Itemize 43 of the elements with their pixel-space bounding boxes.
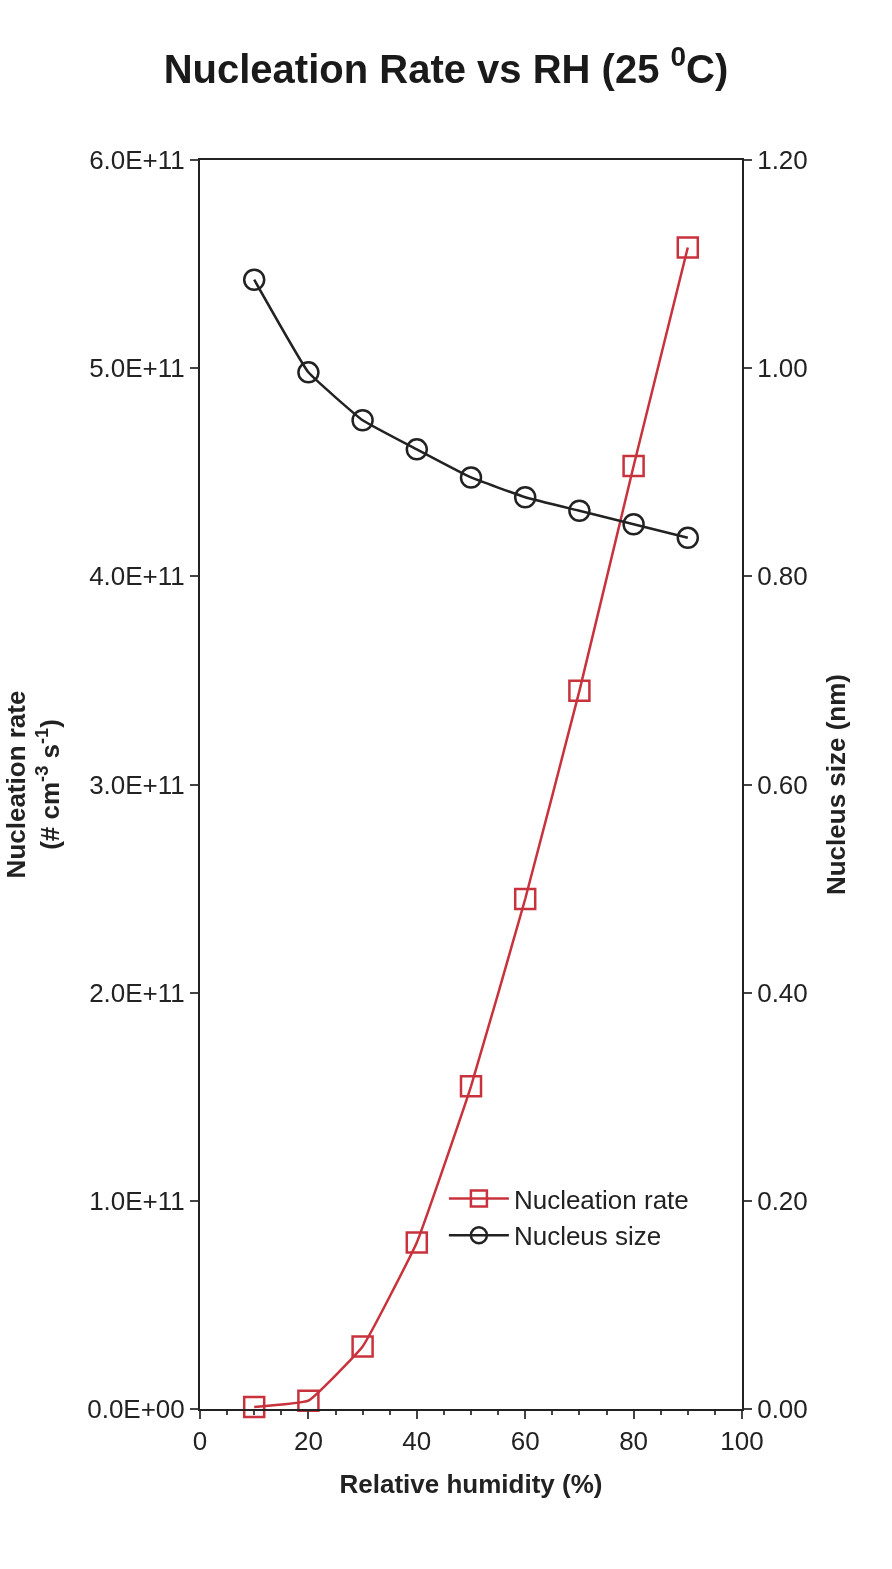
point	[351, 408, 374, 432]
point	[568, 679, 591, 703]
point	[513, 485, 537, 509]
x-tick-label: 40	[402, 1426, 432, 1457]
y-tick-label: 3.0E+11	[89, 769, 185, 800]
y2-tick-label: 0.60	[757, 769, 808, 800]
y2-axis-title: Nucleus size (nm)	[821, 673, 852, 896]
y-tick-label: 6.0E+11	[89, 145, 185, 176]
y2-tick-label: 0.00	[757, 1394, 808, 1425]
point	[676, 526, 700, 550]
point	[459, 466, 483, 489]
x-tick-label: 60	[510, 1426, 540, 1457]
point	[242, 268, 266, 291]
x-axis-title: Relative humidity (%)	[339, 1469, 603, 1500]
point	[513, 887, 537, 911]
point	[405, 1231, 429, 1254]
point	[568, 499, 591, 522]
y-tick-label: 4.0E+11	[89, 561, 185, 592]
point	[297, 1389, 320, 1412]
y-tick-label: 0.0E+00	[87, 1394, 185, 1425]
point	[622, 513, 645, 536]
x-tick-label: 80	[619, 1426, 649, 1457]
point	[459, 1075, 483, 1098]
legend-label: Nucleus size	[513, 1221, 662, 1252]
point	[676, 236, 700, 259]
y2-tick-label: 0.20	[757, 1185, 808, 1216]
x-tick-label: 20	[293, 1426, 323, 1457]
y-tick-label: 5.0E+11	[89, 353, 185, 384]
point	[297, 361, 320, 384]
chart-title: Nucleation Rate vs RH (25 $^{0}$C)	[163, 41, 729, 91]
y2-tick-label: 1.00	[757, 353, 808, 384]
point	[405, 438, 429, 461]
legend-label: Nucleation rate	[513, 1184, 689, 1215]
x-tick-label: 100	[720, 1426, 764, 1457]
point	[622, 454, 645, 478]
y-tick-label: 1.0E+11	[89, 1185, 185, 1216]
point	[242, 1395, 266, 1419]
y2-tick-label: 1.20	[757, 145, 808, 176]
x-tick-label: 0	[192, 1426, 208, 1457]
y-tick-label: 2.0E+11	[89, 977, 185, 1008]
y2-tick-label: 0.40	[757, 977, 808, 1008]
point	[351, 1335, 374, 1358]
y2-tick-label: 0.80	[757, 561, 808, 592]
